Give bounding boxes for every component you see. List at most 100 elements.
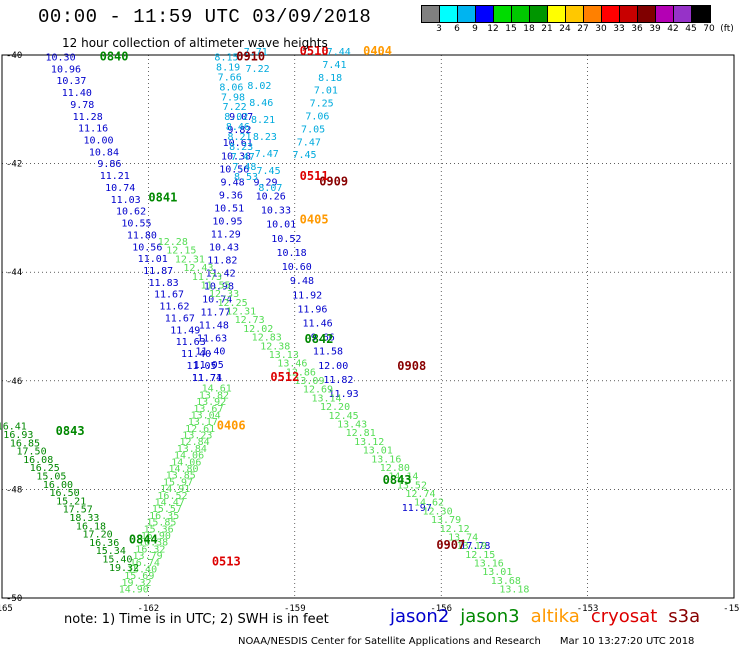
wave-height-value: 11.80 — [127, 230, 157, 241]
colorbar-swatch — [458, 6, 476, 22]
colorbar-swatch — [620, 6, 638, 22]
wave-height-colorbar — [421, 5, 711, 23]
pass-time-label: 0910 — [236, 49, 265, 63]
colorbar-swatch — [566, 6, 584, 22]
wave-height-value: 11.46 — [303, 319, 333, 330]
pass-time-label: 0908 — [397, 359, 426, 373]
colorbar-tick: 39 — [649, 24, 660, 34]
colorbar-tick: 12 — [487, 24, 498, 34]
colorbar-tick: 18 — [523, 24, 534, 34]
wave-height-value: 11.03 — [111, 195, 141, 206]
wave-height-value: 10.18 — [276, 248, 306, 259]
colorbar-tick: 6 — [454, 24, 460, 34]
latitude-tick-label: -50 — [6, 594, 22, 604]
wave-height-value: 11.58 — [313, 347, 343, 358]
wave-height-value: 10.55 — [121, 219, 151, 230]
legend-altika: altika — [531, 606, 580, 627]
wave-height-value: 7.47 — [255, 149, 279, 160]
pass-time-label: 0842 — [305, 332, 334, 346]
wave-height-value: 11.28 — [73, 112, 103, 123]
wave-height-value: 10.51 — [214, 203, 244, 214]
colorbar-tick: (ft) — [720, 24, 734, 34]
colorbar-swatch — [692, 6, 710, 22]
wave-height-value: 10.30 — [46, 52, 76, 63]
legend-jason3: jason3 — [460, 606, 519, 627]
wave-height-value: 10.62 — [116, 207, 146, 218]
wave-height-value: 13.18 — [499, 585, 529, 596]
wave-height-value: 12.00 — [318, 361, 348, 372]
pass-time-label: 0512 — [270, 370, 299, 384]
wave-height-value: 8.23 — [253, 132, 277, 143]
colorbar-swatch — [548, 6, 566, 22]
wave-height-value: 11.74 — [192, 373, 222, 384]
wave-height-value: 7.05 — [301, 124, 325, 135]
legend-cryosat: cryosat — [591, 606, 657, 627]
wave-height-value: 8.53 — [234, 172, 258, 183]
colorbar-tick: 33 — [613, 24, 624, 34]
pass-time-label: 0840 — [100, 49, 129, 63]
colorbar-tick-labels: 3 6 9 12 15 18 21 24 27 30 33 36 39 42 45 70 (ft) — [421, 24, 729, 36]
footer-credit: NOAA/NESDIS Center for Satellite Applica… — [238, 636, 694, 647]
wave-height-value: 19.32 — [109, 563, 139, 574]
wave-height-value: 7.45 — [293, 150, 317, 161]
colorbar-tick: 24 — [559, 24, 570, 34]
legend-s3a: s3a — [668, 606, 700, 627]
wave-height-value: 11.40 — [62, 88, 92, 99]
wave-height-value: 11.63 — [197, 334, 227, 345]
wave-height-value: 10.33 — [261, 206, 291, 217]
wave-height-value: 7.01 — [314, 86, 338, 97]
wave-height-value: 10.52 — [271, 234, 301, 245]
colorbar-tick: 45 — [685, 24, 696, 34]
wave-height-value: 11.67 — [165, 313, 195, 324]
wave-height-value: 7.41 — [322, 60, 346, 71]
units-note: note: 1) Time is in UTC; 2) SWH is in fe… — [64, 612, 329, 627]
wave-height-value: 11.83 — [149, 278, 179, 289]
wave-height-value: 9.48 — [290, 276, 314, 287]
wave-height-value: 11.48 — [199, 321, 229, 332]
wave-height-value: 11.05 — [194, 360, 224, 371]
longitude-tick-label: -150 — [723, 604, 740, 614]
pass-time-label: 0843 — [383, 473, 412, 487]
pass-time-label: 0841 — [148, 191, 177, 205]
colorbar-tick: 42 — [667, 24, 678, 34]
colorbar-tick: 70 — [703, 24, 714, 34]
wave-height-value: 10.43 — [209, 242, 239, 253]
colorbar-swatch — [584, 6, 602, 22]
pass-time-label: 0844 — [129, 533, 158, 547]
wave-height-value: 11.67 — [154, 290, 184, 301]
colorbar-tick: 27 — [577, 24, 588, 34]
colorbar-tick: 3 — [436, 24, 442, 34]
colorbar-swatch — [476, 6, 494, 22]
wave-height-value: 8.02 — [247, 81, 271, 92]
pass-time-label: 0404 — [363, 44, 392, 58]
pass-time-label: 0511 — [300, 169, 329, 183]
latitude-tick-label: -48 — [6, 485, 22, 495]
wave-height-value: 10.00 — [83, 135, 113, 146]
latitude-tick-label: -42 — [6, 160, 22, 170]
colorbar-swatch — [494, 6, 512, 22]
colorbar-swatch — [422, 6, 440, 22]
wave-height-value: 9.86 — [97, 159, 121, 170]
wave-height-value: 7.06 — [305, 111, 329, 122]
wave-height-value: 10.74 — [105, 183, 135, 194]
wave-height-value: 10.37 — [56, 76, 86, 87]
wave-height-value: 10.60 — [282, 262, 312, 273]
colorbar-swatch — [602, 6, 620, 22]
wave-height-value: 8.07 — [258, 183, 282, 194]
wave-height-value: 10.01 — [266, 220, 296, 231]
satellite-legend: jason2 jason3 altika cryosat s3a — [390, 606, 711, 627]
wave-height-value: 9.36 — [219, 190, 243, 201]
wave-height-value: 11.21 — [100, 171, 130, 182]
wave-height-value: 11.49 — [170, 325, 200, 336]
colorbar-swatch — [656, 6, 674, 22]
wave-height-value: 9.78 — [70, 100, 94, 111]
colorbar-tick: 36 — [631, 24, 642, 34]
legend-jason2: jason2 — [390, 606, 449, 627]
wave-height-value: 11.87 — [143, 266, 173, 277]
wave-height-value: 10.96 — [51, 64, 81, 75]
longitude-tick-label: -165 — [0, 604, 13, 614]
colorbar-swatch — [674, 6, 692, 22]
wave-height-value: 7.22 — [246, 64, 270, 75]
latitude-tick-label: -40 — [6, 51, 22, 61]
wave-height-value: 7.45 — [257, 166, 281, 177]
